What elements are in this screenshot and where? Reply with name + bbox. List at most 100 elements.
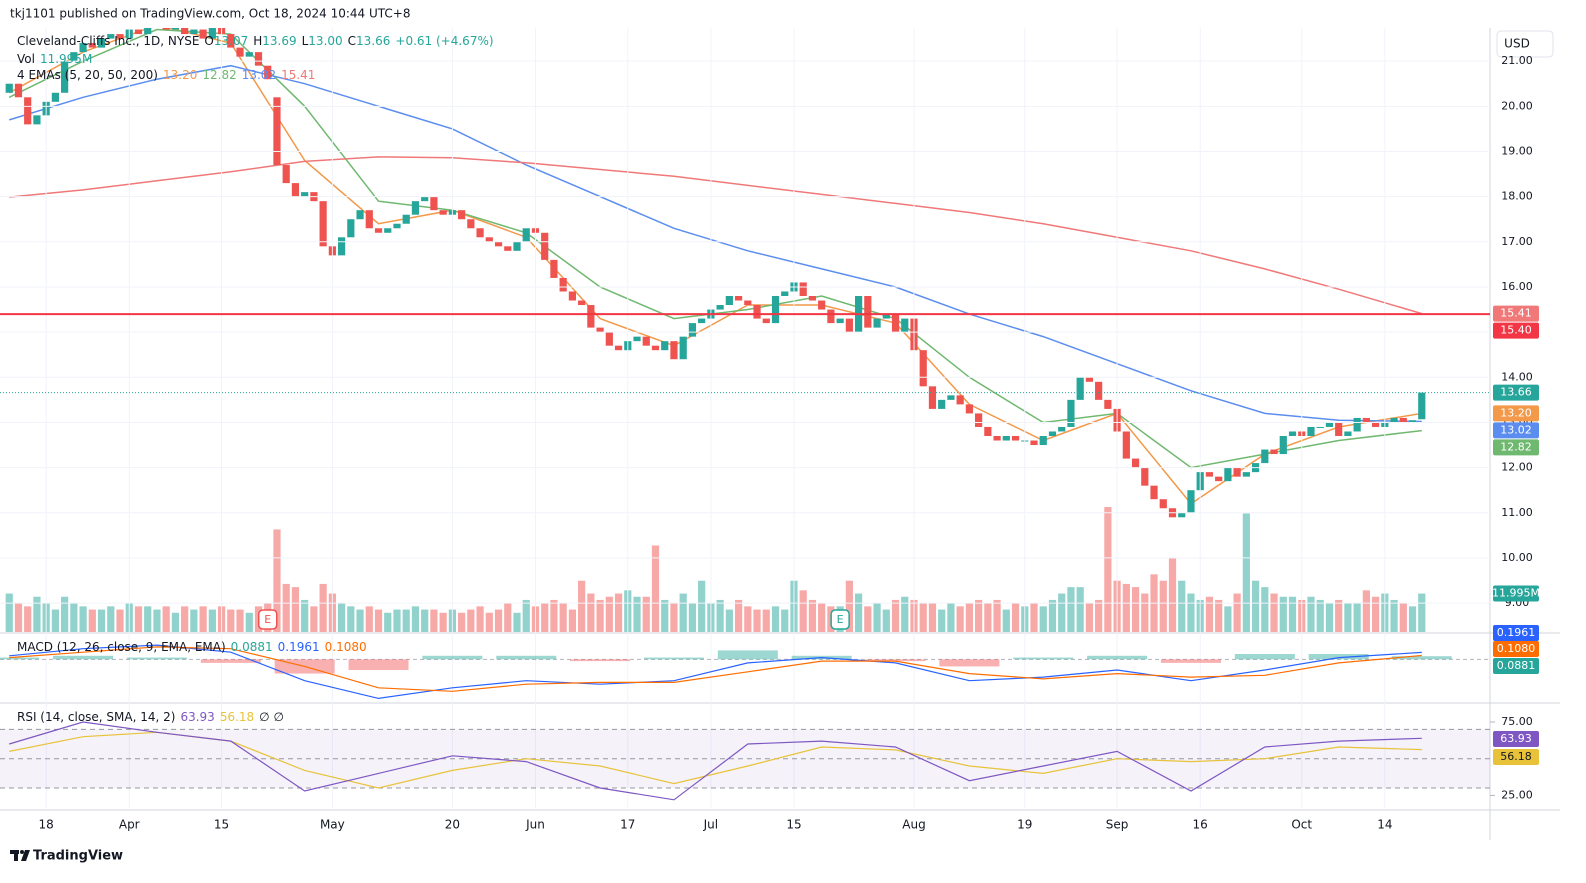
x-tick-label: Apr bbox=[119, 818, 140, 832]
volume-bar bbox=[1233, 593, 1241, 632]
ema-value: 13.20 bbox=[163, 68, 198, 82]
candle-body bbox=[88, 43, 96, 48]
currency: USD bbox=[1504, 37, 1530, 51]
volume-bar bbox=[1215, 599, 1223, 632]
macd-histogram bbox=[1234, 654, 1295, 660]
volume-bar bbox=[1242, 513, 1250, 632]
candle-body bbox=[208, 28, 216, 39]
candle-body bbox=[134, 29, 143, 35]
candle-body bbox=[1215, 476, 1223, 482]
volume-bar bbox=[1325, 603, 1334, 632]
candle-body bbox=[781, 291, 789, 296]
y-tick-label: 21.00 bbox=[1501, 54, 1533, 67]
candle-body bbox=[70, 52, 78, 62]
candle-body bbox=[504, 246, 512, 251]
legend-rsi: RSI (14, close, SMA, 14, 2) 63.93 56.18 ∅ ∅ bbox=[17, 710, 289, 724]
rsi-line bbox=[9, 721, 1422, 801]
y-tick-label: 14.00 bbox=[1501, 370, 1533, 383]
ema-value: 13.02 bbox=[241, 68, 277, 82]
price-label: 13.02 bbox=[1500, 423, 1532, 436]
legend-macd: MACD (12, 26, close, 9, EMA, EMA) 0.0881 0… bbox=[17, 640, 372, 654]
macd-histogram bbox=[1160, 659, 1221, 663]
y-tick-label: 19.00 bbox=[1501, 144, 1533, 157]
volume-bar bbox=[753, 609, 761, 632]
candle-body bbox=[33, 115, 41, 125]
candle-body bbox=[291, 183, 300, 197]
y-tick-label: 20.00 bbox=[1501, 99, 1533, 112]
volume-bar bbox=[1205, 596, 1214, 632]
price-label-box bbox=[1493, 322, 1539, 339]
candle-body bbox=[956, 395, 964, 405]
candle-body bbox=[430, 196, 438, 211]
volume-bar bbox=[587, 593, 595, 632]
candle-body bbox=[402, 214, 410, 224]
candle-body bbox=[734, 296, 743, 301]
candle-body bbox=[965, 404, 973, 414]
rsi-tick-label: 25.00 bbox=[1501, 788, 1533, 801]
ema-value: 15.41 bbox=[281, 68, 316, 82]
currency-box[interactable] bbox=[1496, 30, 1554, 58]
macd-histogram bbox=[1087, 655, 1148, 660]
candle-body bbox=[458, 210, 466, 220]
candle-body bbox=[273, 97, 281, 166]
candle-body bbox=[1187, 490, 1195, 513]
volume-bar bbox=[199, 606, 207, 632]
candle-body bbox=[61, 61, 69, 93]
volume-bar bbox=[725, 609, 733, 632]
volume-bar bbox=[1076, 587, 1084, 632]
macd-title: MACD (12, 26, close, 9, EMA, EMA) bbox=[17, 640, 226, 654]
candle-body bbox=[845, 318, 853, 333]
volume-bar bbox=[901, 596, 909, 632]
volume-bar bbox=[162, 606, 170, 632]
x-tick-label: Oct bbox=[1291, 818, 1312, 832]
candle-body bbox=[171, 28, 180, 30]
candle-body bbox=[578, 300, 586, 306]
volume-bar bbox=[1141, 593, 1149, 632]
candle-body bbox=[1261, 449, 1269, 464]
candle-body bbox=[236, 47, 244, 57]
macd-histogram bbox=[422, 655, 483, 660]
candle-body bbox=[1233, 467, 1241, 477]
volume-name: Vol bbox=[17, 52, 35, 66]
candle-body bbox=[384, 228, 392, 233]
candle-body bbox=[356, 210, 364, 220]
volume-bar bbox=[873, 603, 881, 632]
price-label-box bbox=[1493, 305, 1539, 322]
candle-body bbox=[79, 43, 87, 53]
candle-body bbox=[670, 341, 678, 360]
candle-body bbox=[153, 21, 160, 26]
rsi-label: 56.18 bbox=[1500, 750, 1532, 763]
volume-bar bbox=[1307, 596, 1315, 632]
candle-body bbox=[1242, 472, 1250, 477]
candle-body bbox=[873, 318, 881, 328]
candle-body bbox=[725, 296, 733, 306]
candle-body bbox=[485, 237, 493, 242]
x-tick-label: Sep bbox=[1106, 818, 1129, 832]
volume-bar bbox=[1011, 603, 1020, 632]
volume-bar bbox=[236, 609, 244, 632]
volume-bar bbox=[1418, 593, 1426, 632]
ema-value: 12.82 bbox=[202, 68, 237, 82]
ohlc-letter: L bbox=[301, 34, 309, 48]
x-tick-label: 15 bbox=[786, 818, 801, 832]
price-label: 13.66 bbox=[1500, 386, 1532, 399]
macd-line bbox=[9, 644, 1422, 700]
volume-bar bbox=[70, 603, 78, 632]
volume-bar bbox=[181, 606, 189, 632]
candle-body bbox=[227, 34, 235, 48]
ema-title: 4 EMAs (5, 20, 50, 200) bbox=[17, 68, 158, 82]
rsi-label: 63.93 bbox=[1500, 732, 1532, 745]
candle-body bbox=[679, 336, 687, 360]
earnings-marker bbox=[830, 609, 850, 630]
volume-bar bbox=[171, 612, 180, 632]
volume-bar bbox=[947, 603, 955, 632]
candle-body bbox=[744, 300, 752, 306]
price-label: 15.41 bbox=[1500, 307, 1532, 320]
candle-body bbox=[301, 192, 309, 197]
candle-body bbox=[559, 277, 567, 292]
volume-bar bbox=[1178, 580, 1186, 632]
x-tick-label: 14 bbox=[1377, 818, 1392, 832]
ohlc-letter: C bbox=[347, 34, 357, 48]
